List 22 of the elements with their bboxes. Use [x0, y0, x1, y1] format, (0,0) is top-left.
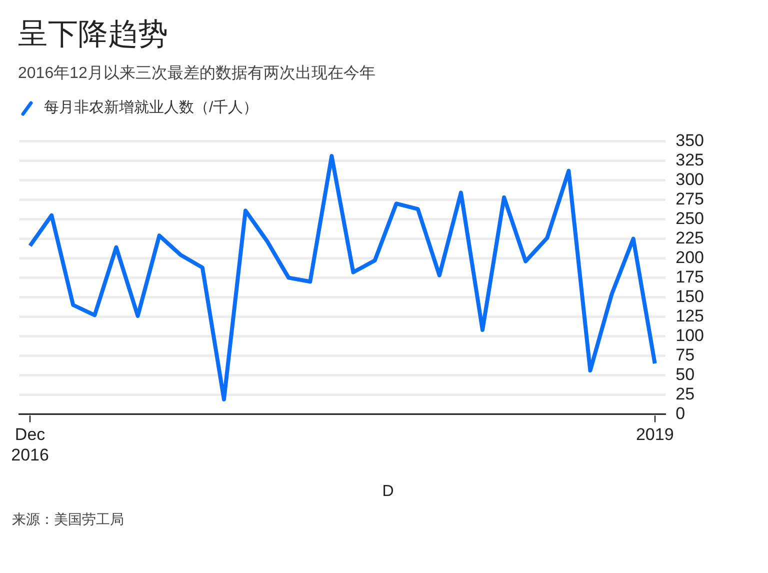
y-tick-label: 125	[676, 306, 704, 326]
y-tick-label: 75	[676, 345, 695, 364]
legend-label: 每月非农新增就业人数（/千人）	[44, 98, 258, 117]
y-tick-label: 300	[676, 170, 704, 189]
x-tick-label: Dec 2016	[11, 425, 49, 464]
y-tick-label: 250	[676, 208, 704, 228]
x-tick-label: 2019	[636, 425, 674, 444]
y-tick-label: 325	[676, 150, 704, 170]
y-tick-label: 225	[676, 228, 704, 248]
y-tick-label: 50	[676, 364, 695, 384]
y-tick-label: 275	[676, 189, 704, 208]
y-tick-label: 175	[676, 267, 704, 286]
y-tick-label: 100	[676, 326, 704, 345]
y-tick-label: 25	[676, 384, 695, 404]
source-note: 来源：美国劳工局	[12, 511, 125, 529]
chart-title: 呈下降趋势	[18, 17, 169, 53]
chart-subtitle: 2016年12月以来三次最差的数据有两次出现在今年	[18, 64, 376, 84]
y-tick-label: 200	[676, 248, 704, 267]
y-tick-label: 150	[676, 286, 704, 306]
y-tick-label: 0	[676, 404, 686, 423]
y-tick-label: 350	[676, 130, 704, 150]
x-axis-title: D	[381, 483, 395, 501]
